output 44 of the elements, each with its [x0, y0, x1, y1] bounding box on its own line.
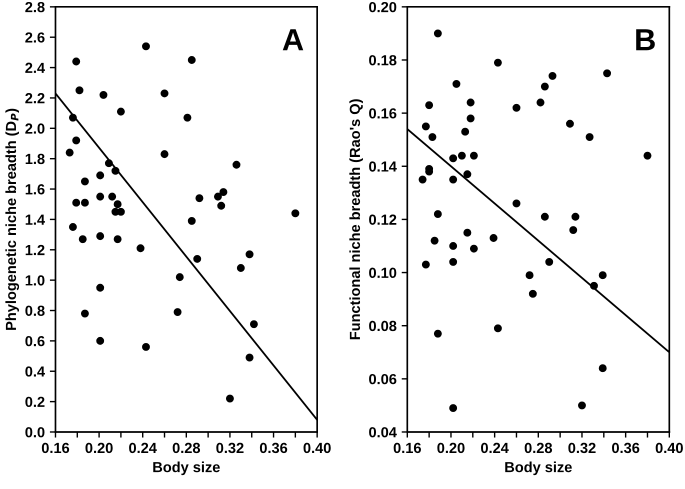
x-tick-label: 0.36 — [612, 442, 640, 454]
y-axis-title: Phylogenetic niche breadth (D$_{P}$) — [5, 108, 20, 330]
x-tick-label: 0.32 — [216, 442, 244, 454]
y-tick-label: 2.4 — [25, 62, 45, 73]
y-tick-label: 1.4 — [26, 214, 45, 225]
x-tick-label: 0.28 — [524, 442, 552, 454]
y-tick-label: 1.2 — [26, 244, 44, 256]
x-tick-label: 0.20 — [437, 442, 465, 454]
y-tick-label: 2.6 — [25, 32, 45, 43]
x-tick-label: 0.24 — [129, 442, 157, 454]
x-axis-title: Body size — [505, 462, 572, 476]
x-tick-label: 0.40 — [304, 442, 331, 454]
y-tick-label: 0.6 — [25, 336, 45, 346]
x-tick-label: 0.36 — [260, 442, 288, 454]
x-tick-label: 0.16 — [394, 442, 421, 454]
y-tick-label: 0.14 — [369, 161, 397, 172]
y-tick-label: 0.2 — [25, 396, 44, 408]
y-axis-title: Functional niche breadth (Rao's Q) — [349, 99, 363, 340]
x-tick-label: 0.24 — [481, 442, 509, 454]
y-tick-label: 1.0 — [26, 275, 44, 286]
y-tick-label: 0.4 — [25, 366, 45, 377]
x-tick-label: 0.40 — [656, 442, 683, 454]
x-tick-label: 0.28 — [172, 442, 200, 454]
y-tick-label: 0.20 — [369, 2, 396, 12]
x-axis-title: Body size — [153, 462, 220, 476]
y-tick-label: 2.2 — [25, 93, 44, 104]
x-tick-label: 0.32 — [568, 442, 596, 454]
y-tick-label: 0.10 — [369, 268, 396, 278]
y-tick-label: 0.08 — [369, 320, 396, 332]
y-tick-label: 0.16 — [369, 108, 396, 119]
annotation: B — [636, 29, 655, 50]
y-tick-label: 1.6 — [26, 184, 45, 194]
x-tick-label: 0.20 — [85, 442, 113, 454]
y-tick-label: 0.18 — [369, 55, 396, 66]
y-tick-label: 0.12 — [369, 214, 396, 225]
y-tick-label: 1.8 — [26, 154, 45, 164]
y-tick-label: 0.06 — [369, 374, 396, 384]
y-tick-label: 2.0 — [25, 123, 44, 134]
y-tick-label: 2.8 — [25, 2, 45, 12]
annotation: A — [282, 29, 304, 50]
x-tick-label: 0.16 — [42, 442, 70, 454]
y-tick-label: 0.0 — [25, 427, 44, 438]
y-tick-label: 0.8 — [25, 306, 45, 316]
y-tick-label: 0.04 — [369, 427, 397, 438]
